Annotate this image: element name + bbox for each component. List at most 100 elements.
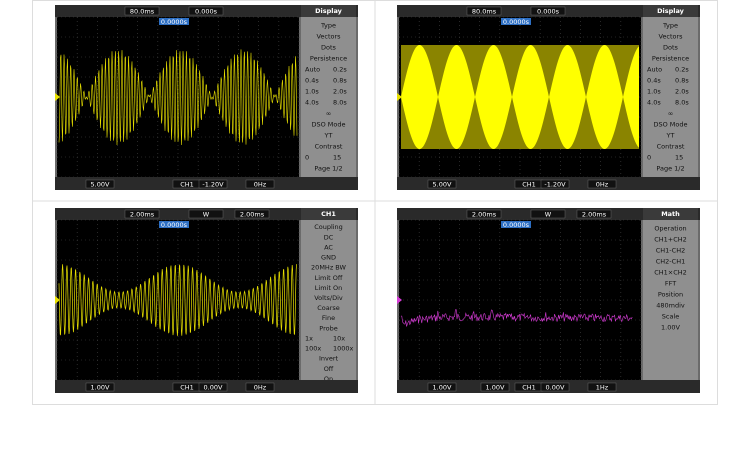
toolbar-text: 2.00ms: [582, 211, 607, 219]
menu-title-bar: [301, 5, 356, 17]
status-field: [540, 179, 570, 189]
trigger-marker: [55, 93, 60, 101]
status-text: CH1: [180, 384, 194, 392]
menu-item: 20MHz BW: [311, 264, 346, 272]
status-field: [245, 382, 275, 392]
scope-screen: 2.00ms W 2.00ms 0.0000s CH1 Coupling DC AC GND 20…: [55, 208, 358, 393]
menu-item: 0: [305, 154, 309, 162]
waveform: [58, 49, 298, 146]
menu-item: 480mdiv: [656, 302, 685, 310]
menu-item: YT: [666, 132, 675, 140]
toolbar-field: [188, 209, 224, 219]
toolbar-text: 2.00ms: [240, 211, 265, 219]
trigger-position-box: [159, 18, 189, 25]
menu-item: Page 1/2: [656, 165, 684, 173]
trigger-position-box: [501, 18, 531, 25]
menu-item: Volts/Div: [314, 294, 343, 302]
status-field: [85, 382, 115, 392]
menu-item: CH1+CH2: [654, 236, 687, 244]
menu-item: CH1-CH2: [656, 247, 685, 255]
status-text: -1.20V: [202, 181, 224, 189]
menu-item: AC: [324, 243, 333, 251]
menu-item: 2.0s: [675, 88, 689, 96]
menu-item: Vectors: [316, 33, 341, 41]
toolbar-text: 80.0ms: [130, 8, 155, 16]
menu-item: Limit On: [315, 284, 342, 292]
toolbar-text: 2.00ms: [130, 211, 155, 219]
menu-item: DSO Mode: [653, 121, 687, 129]
toolbar-field: [530, 6, 566, 16]
menu-item: 100x: [305, 345, 321, 353]
menu-item: Probe: [319, 324, 337, 332]
trigger-position: 0.0000s: [503, 221, 530, 229]
status-field: [427, 179, 457, 189]
menu-item: YT: [324, 132, 333, 140]
status-text: 0Hz: [254, 384, 267, 392]
menu-item: DC: [324, 233, 334, 241]
menu-item: 1.0s: [305, 88, 319, 96]
menu-item: 0.8s: [333, 77, 347, 85]
menu-item: Off: [324, 365, 334, 373]
status-field: [85, 179, 115, 189]
menu-title: Math: [661, 210, 680, 218]
status-field: [540, 382, 570, 392]
menu-title: Display: [657, 7, 685, 15]
status-field: [480, 382, 510, 392]
scope-screen: 80.0ms 0.000s 0.0000s Display Type Vectors Dot…: [397, 5, 700, 190]
trigger-position: 0.0000s: [503, 18, 530, 26]
menu-item: Fine: [322, 314, 335, 322]
menu-item: Dots: [321, 44, 337, 52]
status-text: -1.20V: [544, 181, 566, 189]
menu-title: CH1: [321, 210, 336, 218]
status-text: CH1: [180, 181, 194, 189]
status-text: 0.00V: [546, 384, 565, 392]
status-text: 5.00V: [433, 181, 452, 189]
menu-item: 10x: [333, 334, 345, 342]
scope-screen: 2.00ms W 2.00ms 0.0000s Math Operation CH1+CH2…: [397, 208, 700, 393]
menu-item: Invert: [319, 355, 339, 363]
menu-item: 4.0s: [305, 99, 319, 107]
menu-item: Type: [662, 22, 678, 30]
trigger-marker: [55, 296, 60, 304]
trigger-position: 0.0000s: [161, 221, 188, 229]
menu-item: Dots: [663, 44, 679, 52]
waveform: [400, 309, 633, 327]
menu-item: CH1×CH2: [654, 269, 687, 277]
menu-item: Vectors: [658, 33, 683, 41]
side-menu: [301, 208, 356, 380]
menu-item: GND: [321, 254, 336, 262]
scope-screen: 80.0ms 0.000s 0.0000s Display Type Vectors Dot…: [55, 5, 358, 190]
menu-item: DSO Mode: [311, 121, 345, 129]
status-field: [587, 179, 617, 189]
menu-item: 1x: [305, 334, 313, 342]
toolbar-text: 80.0ms: [472, 8, 497, 16]
status-field: [198, 179, 228, 189]
toolbar-field: [234, 209, 270, 219]
menu-item: Auto: [647, 66, 662, 74]
menu-title-bar: [301, 208, 356, 220]
menu-item: Position: [658, 291, 683, 299]
trigger-position-box: [159, 221, 189, 228]
menu-item: ∞: [326, 110, 331, 118]
status-field: [427, 382, 457, 392]
trigger-marker: [397, 296, 402, 304]
menu-item: 1000x: [333, 345, 354, 353]
trigger-position: 0.0000s: [161, 18, 188, 26]
side-menu: [643, 208, 698, 380]
side-menu: [301, 5, 356, 177]
toolbar-field: [466, 209, 502, 219]
menu-item: CH2-CH1: [656, 258, 685, 266]
waveform: [401, 45, 639, 149]
status-field: [587, 382, 617, 392]
menu-item: Limit Off: [315, 274, 343, 282]
toolbar-text: W: [203, 211, 210, 219]
menu-item: 0.8s: [675, 77, 689, 85]
menu-item: FFT: [665, 280, 676, 288]
menu-item: Coarse: [317, 304, 340, 312]
toolbar-text: 0.000s: [195, 8, 218, 16]
menu-item: 0.2s: [333, 66, 347, 74]
menu-item: 1.0s: [647, 88, 661, 96]
status-text: 1.00V: [433, 384, 452, 392]
status-text: 1Hz: [596, 384, 609, 392]
